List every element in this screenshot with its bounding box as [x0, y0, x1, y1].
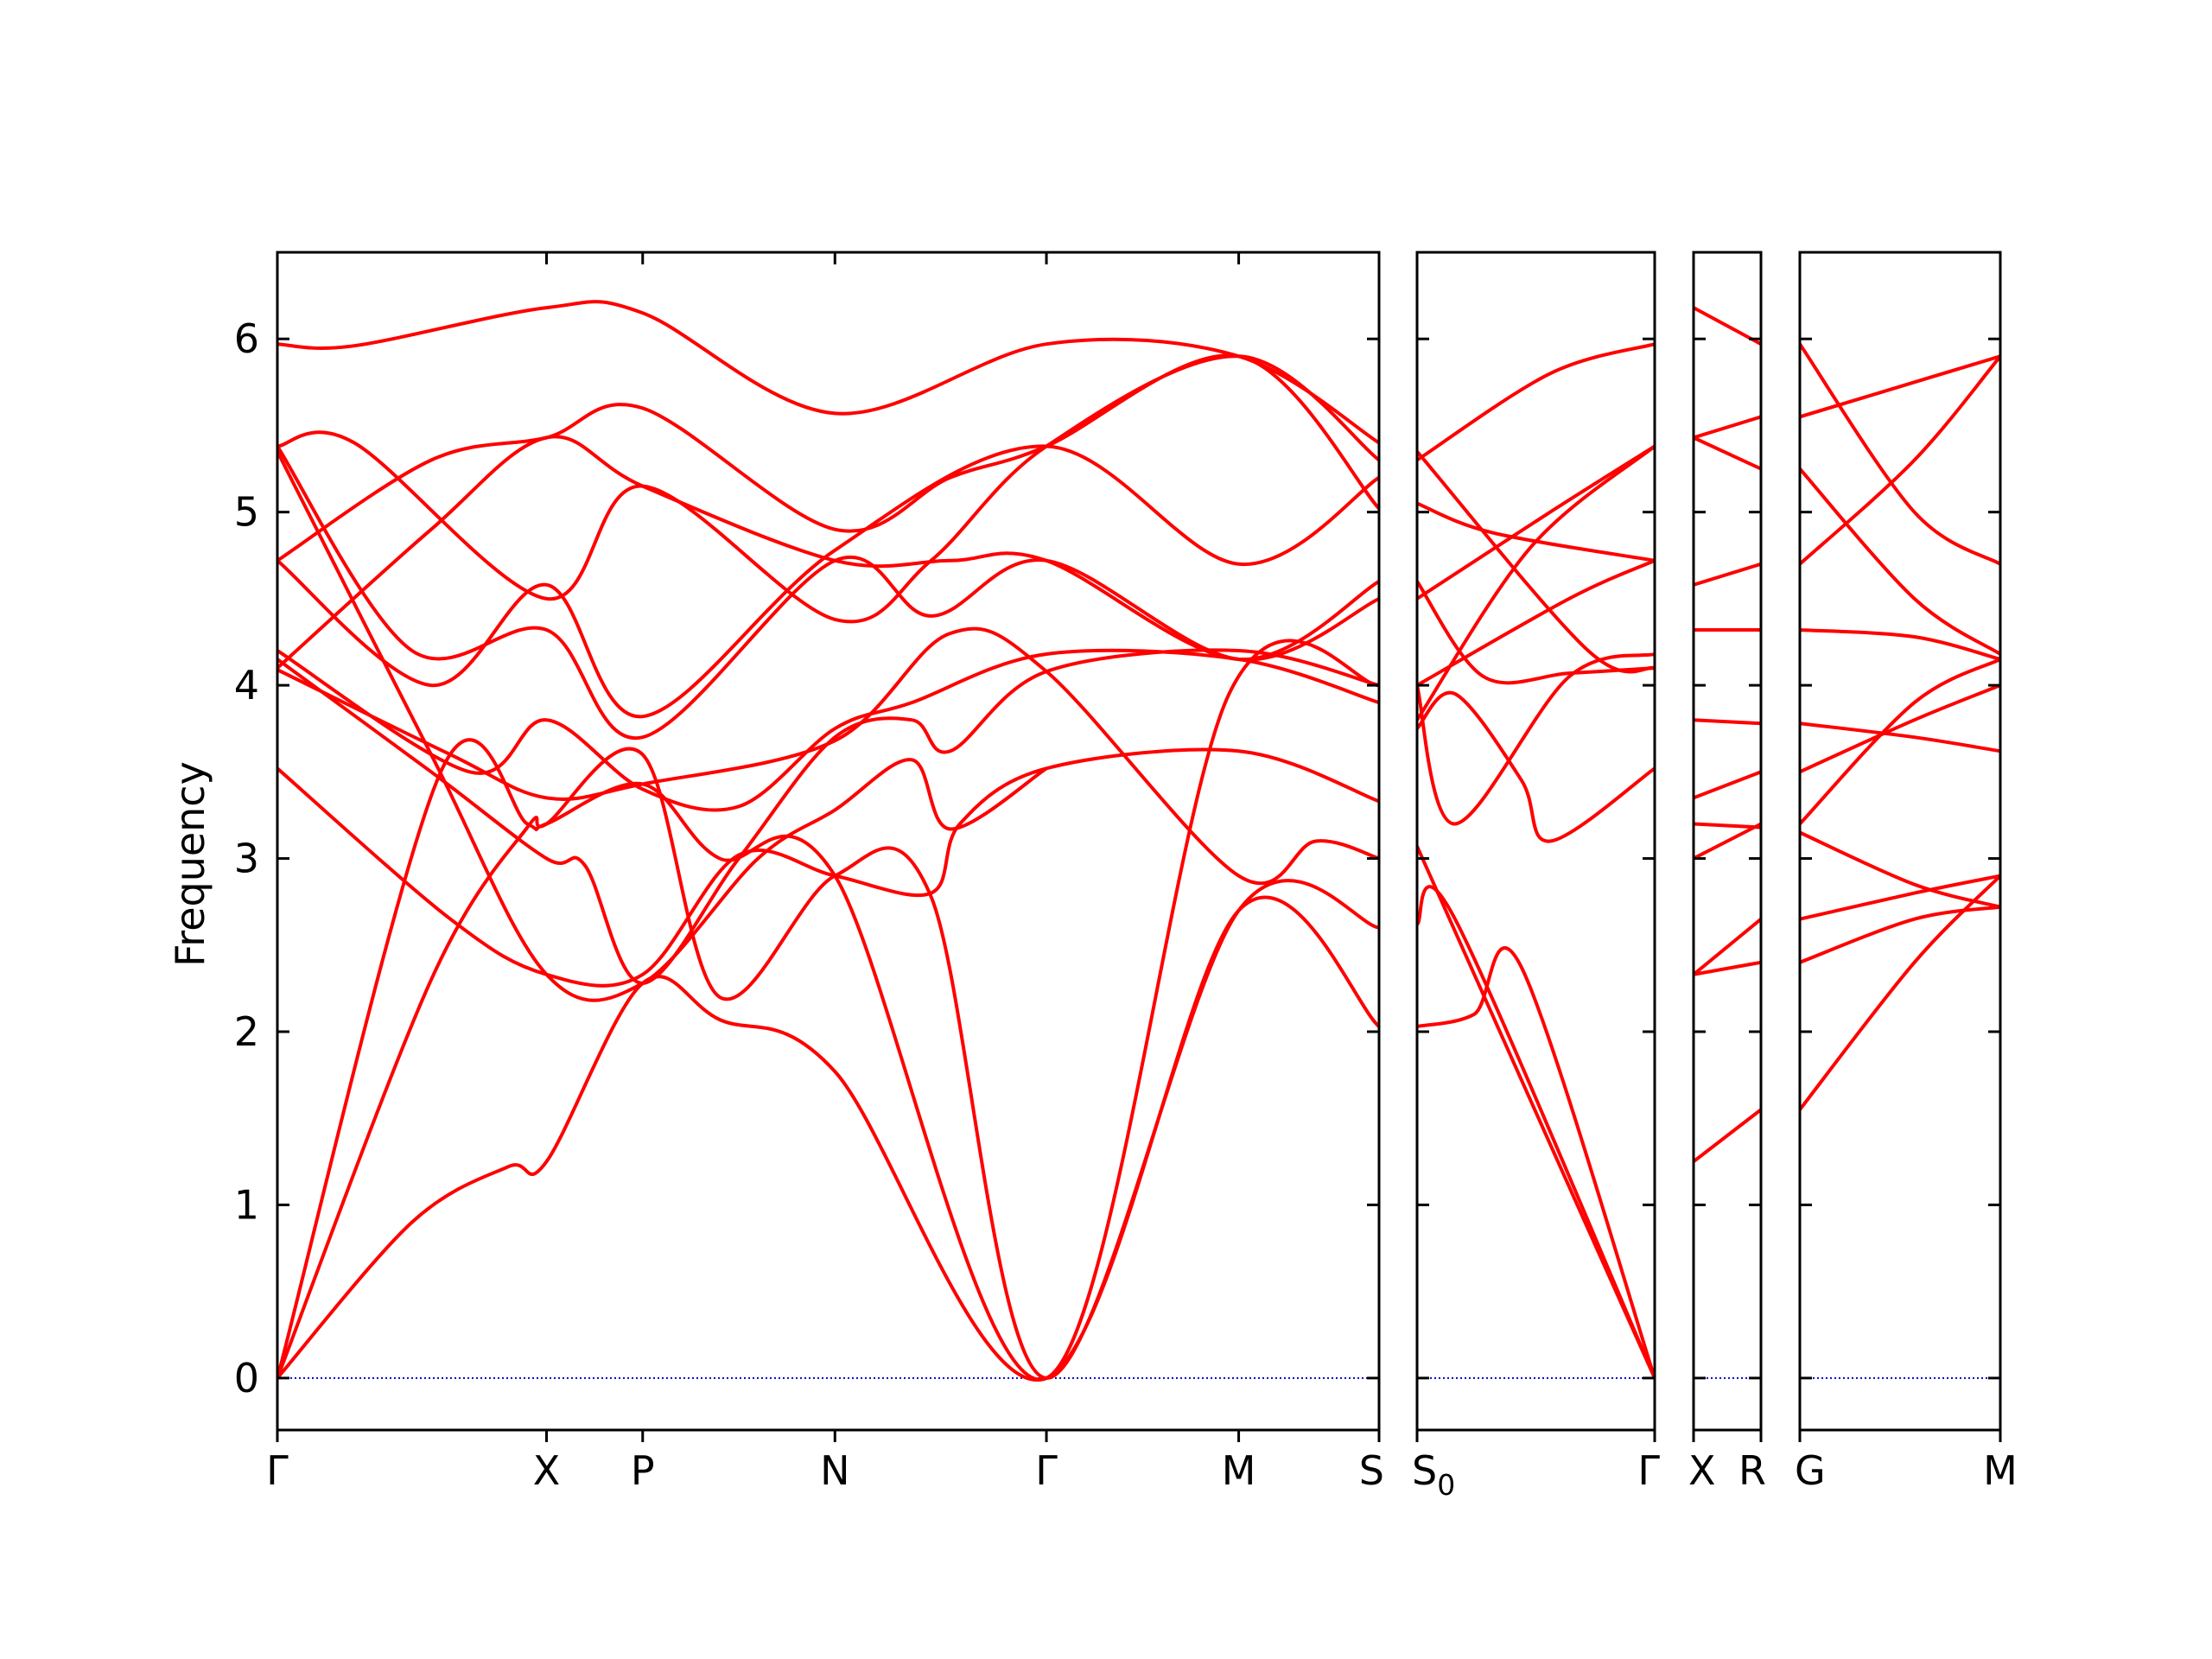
x-tick-label: Γ — [1637, 1447, 1660, 1494]
x-tick-label: G — [1795, 1447, 1826, 1494]
y-axis-label: Frequency — [167, 761, 213, 967]
phonon-band-6 — [1694, 770, 1761, 800]
phonon-band-3 — [1800, 874, 2000, 921]
phonon-band-2 — [277, 747, 1379, 1380]
phonon-band-3 — [1417, 844, 1655, 1380]
phonon-band-6 — [277, 648, 1379, 985]
phonon-band-9 — [277, 435, 1379, 671]
phonon-band-7 — [1417, 444, 1655, 601]
phonon-band-9 — [1694, 562, 1761, 587]
phonon-band-3 — [1694, 917, 1761, 976]
phonon-band-11 — [277, 444, 1379, 741]
x-tick-label: Γ — [266, 1447, 289, 1494]
phonon-band-10 — [277, 444, 1379, 719]
phonon-band-14 — [277, 300, 1379, 445]
phonon-band-6 — [1417, 579, 1655, 685]
panel-2-bands — [1417, 342, 1655, 1380]
phonon-band-12 — [1800, 342, 2000, 566]
panel-1-frame — [276, 251, 1381, 1432]
y-tick-label: 5 — [234, 489, 259, 536]
y-tick-label: 0 — [234, 1355, 259, 1402]
phonon-band-10 — [1800, 467, 2000, 656]
y-tick-label: 3 — [234, 836, 259, 882]
phonon-band-5 — [1694, 822, 1761, 830]
plot-layer — [277, 300, 2000, 1382]
phonon-band-5 — [1417, 652, 1655, 826]
phonon-band-1 — [1800, 874, 2000, 1112]
panel-1-bands — [277, 300, 1379, 1382]
x-tick-label: X — [1688, 1447, 1716, 1494]
x-tick-label: R — [1738, 1447, 1766, 1494]
phonon-band-1 — [1694, 1108, 1761, 1164]
y-tick-label: 4 — [234, 662, 259, 709]
x-tick-label: M — [1983, 1447, 2018, 1494]
phonon-band-11 — [1417, 449, 1655, 674]
frame-layer — [276, 251, 2002, 1442]
x-tick-label: S — [1359, 1447, 1384, 1494]
phonon-band-8 — [1800, 628, 2000, 661]
phonon-band-13 — [277, 353, 1379, 563]
phonon-band-9 — [1417, 444, 1655, 722]
panel-3-frame — [1692, 251, 1763, 1432]
phonon-band-4 — [1417, 690, 1655, 843]
phonon-band-6 — [1800, 683, 2000, 774]
phonon-band-1 — [277, 895, 1379, 1382]
phonon-band-5 — [1800, 658, 2000, 826]
y-tick-label: 2 — [234, 1008, 259, 1055]
panel-4-frame — [1798, 251, 2002, 1432]
phonon-band-8 — [1417, 558, 1655, 688]
phonon-band-10 — [1694, 435, 1761, 471]
phonon-band-7 — [1800, 721, 2000, 753]
phonon-band-10 — [1417, 501, 1655, 563]
phonon-band-2 — [1417, 885, 1655, 1380]
phonon-band-11 — [1694, 415, 1761, 440]
phonon-band-8 — [277, 648, 1379, 812]
x-tick-label: X — [533, 1447, 561, 1494]
phonon-band-4 — [1694, 822, 1761, 861]
x-tick-label: S0 — [1412, 1447, 1455, 1502]
phonon-band-9 — [1800, 354, 2000, 566]
x-tick-label: Γ — [1035, 1447, 1058, 1494]
panel-2-frame — [1415, 251, 1656, 1432]
phonon-band-1 — [1417, 946, 1655, 1380]
phonon-band-2 — [1694, 960, 1761, 976]
phonon-band-11 — [1800, 354, 2000, 419]
x-tick-label: P — [631, 1447, 655, 1494]
phonon-band-4 — [1800, 830, 2000, 909]
phonon-band-7 — [277, 626, 1379, 886]
x-tick-label: N — [820, 1447, 849, 1494]
phonon-band-2 — [1800, 905, 2000, 964]
y-tick-label: 6 — [234, 315, 259, 362]
phonon-band-7 — [1694, 718, 1761, 726]
phonon-band-12 — [1417, 342, 1655, 462]
phonon-band-4 — [277, 747, 1379, 988]
panel-3-bands — [1694, 306, 1761, 1379]
x-tick-label: M — [1222, 1447, 1256, 1494]
phonon-band-12 — [277, 354, 1379, 624]
panel-4-bands — [1800, 342, 2000, 1379]
y-tick-label: 1 — [234, 1181, 259, 1228]
